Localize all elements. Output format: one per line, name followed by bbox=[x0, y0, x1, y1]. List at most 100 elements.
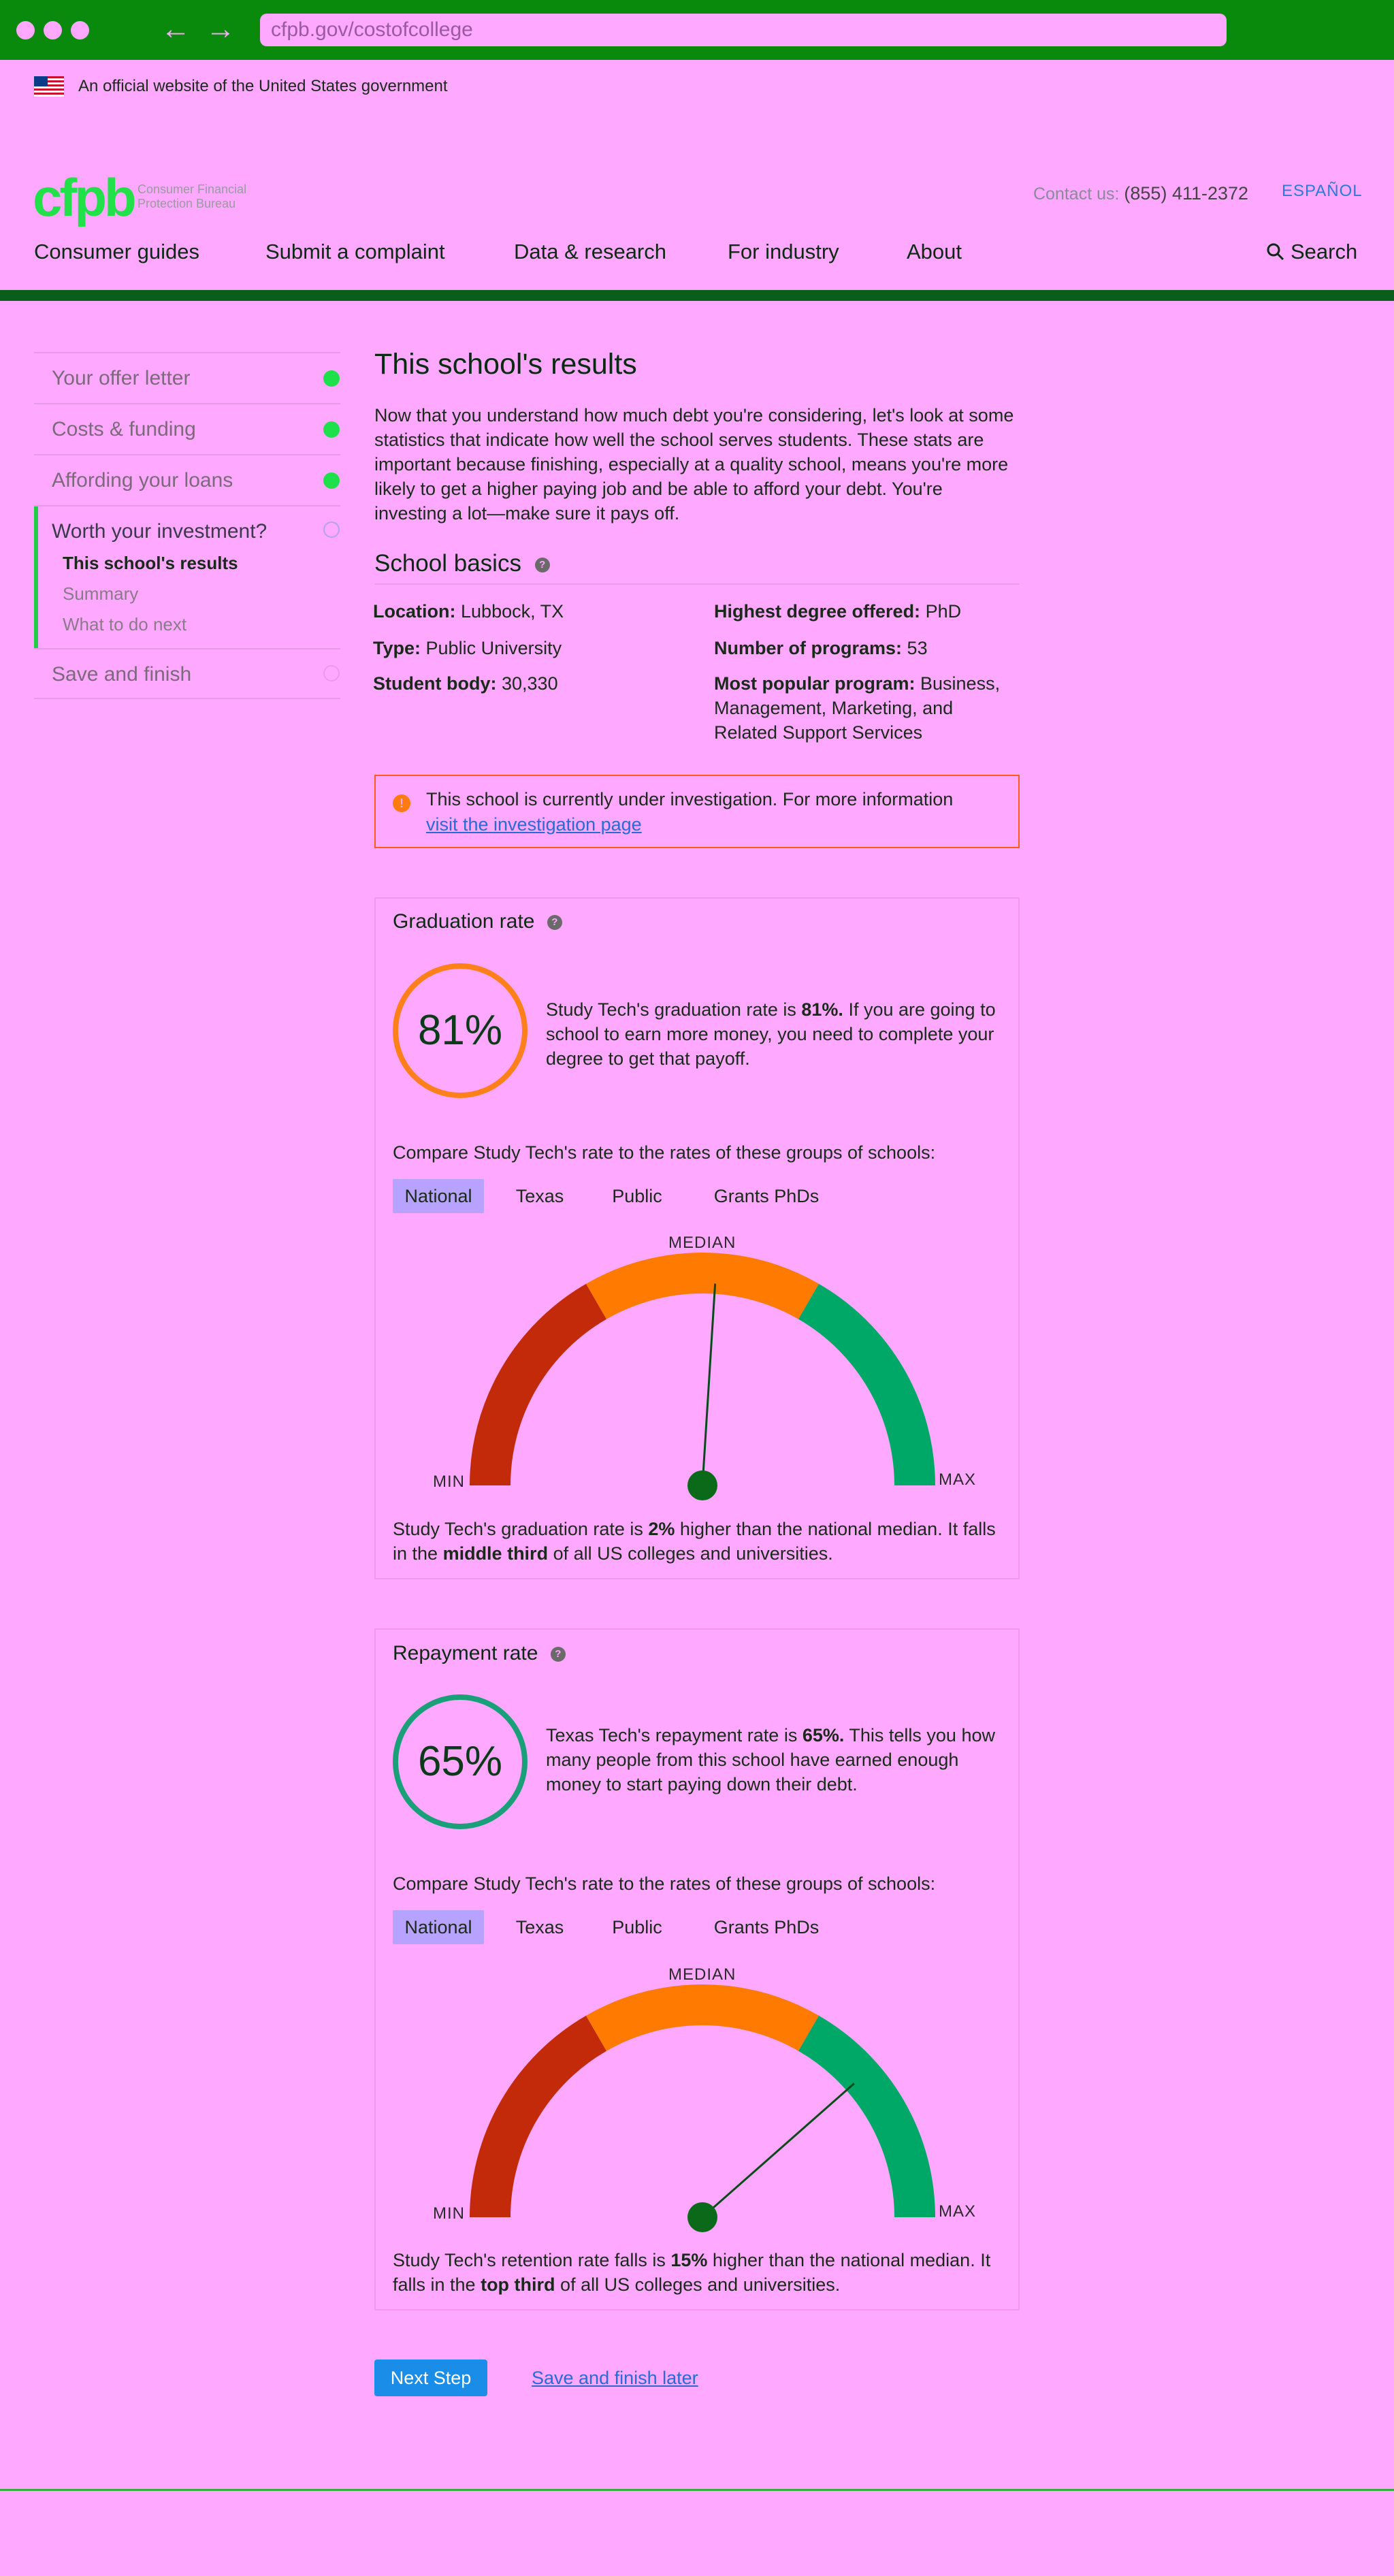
help-icon[interactable]: ? bbox=[534, 557, 550, 573]
tab-public[interactable]: Public bbox=[612, 1186, 662, 1206]
school-basics-label: School basics bbox=[374, 550, 521, 577]
page-title: This school's results bbox=[374, 348, 637, 381]
nav-data-research[interactable]: Data & research bbox=[514, 240, 666, 263]
basics-programs: Number of programs: 53 bbox=[714, 636, 928, 660]
gauge-low-segment bbox=[470, 2015, 607, 2218]
nav-for-industry[interactable]: For industry bbox=[728, 240, 839, 263]
repayment-summary: Study Tech's retention rate falls is 15%… bbox=[393, 2248, 1012, 2297]
basics-type: Type: Public University bbox=[373, 636, 562, 660]
alert-text: This school is currently under investiga… bbox=[426, 789, 954, 809]
sidebar-divider bbox=[34, 403, 340, 404]
repayment-gauge bbox=[470, 1984, 935, 2232]
type-label: Type: bbox=[373, 638, 421, 658]
type-value: Public University bbox=[425, 638, 562, 658]
gauge-high-segment bbox=[798, 2015, 935, 2218]
desc-text: This tells you how many people from this… bbox=[546, 1725, 995, 1794]
repayment-description: Texas Tech's repayment rate is 65%. This… bbox=[546, 1723, 1009, 1797]
degree-label: Highest degree offered: bbox=[714, 601, 921, 622]
tab-national[interactable]: National bbox=[393, 1179, 484, 1213]
tab-grants-phds[interactable]: Grants PhDs bbox=[713, 1186, 820, 1206]
investigation-link[interactable]: visit the investigation page bbox=[426, 814, 642, 835]
contact-label: Contact us: bbox=[1033, 184, 1120, 204]
graduation-gauge bbox=[470, 1253, 935, 1500]
gauge-needle-pivot bbox=[687, 2202, 717, 2232]
sidebar-current-indicator bbox=[34, 506, 38, 648]
save-finish-later-link[interactable]: Save and finish later bbox=[532, 2368, 698, 2388]
footer-divider bbox=[0, 2489, 1394, 2491]
sidebar-subitem-what-next[interactable]: What to do next bbox=[63, 614, 187, 634]
tab-texas[interactable]: Texas bbox=[515, 1186, 564, 1206]
popular-label: Most popular program: bbox=[714, 673, 915, 694]
contact-phone[interactable]: (855) 411-2372 bbox=[1124, 183, 1249, 204]
gauge-needle bbox=[701, 1283, 717, 1486]
logo-subtitle: Consumer Financial Protection Bureau bbox=[137, 182, 246, 211]
cfpb-logo[interactable]: cfpb bbox=[33, 167, 137, 227]
sidebar-divider bbox=[34, 454, 340, 455]
programs-value: 53 bbox=[907, 638, 928, 658]
summary-value: top third bbox=[481, 2274, 555, 2295]
gauge-needle-pivot bbox=[687, 1470, 717, 1500]
degree-value: PhD bbox=[925, 601, 962, 622]
gauge-max-label: MAX bbox=[939, 2202, 977, 2221]
summary-text: of all US colleges and universities. bbox=[555, 2274, 841, 2295]
investigation-alert: ! This school is currently under investi… bbox=[374, 775, 1020, 848]
sidebar-item-worth-investment[interactable]: Worth your investment? bbox=[52, 520, 268, 543]
desc-value: 81%. bbox=[801, 999, 843, 1020]
arrow-right-icon[interactable]: → bbox=[206, 12, 236, 46]
repayment-rate-card bbox=[374, 1628, 1020, 2311]
gauge-median-label: MEDIAN bbox=[668, 1965, 736, 1984]
graduation-compare-text: Compare Study Tech's rate to the rates o… bbox=[393, 1142, 936, 1163]
gauge-min-label: MIN bbox=[433, 2204, 465, 2223]
sidebar-divider bbox=[34, 352, 340, 353]
nav-submit-complaint[interactable]: Submit a complaint bbox=[265, 240, 445, 263]
tab-public[interactable]: Public bbox=[612, 1917, 662, 1937]
graduation-description: Study Tech's graduation rate is 81%. If … bbox=[546, 997, 1009, 1071]
incomplete-circle-icon bbox=[323, 665, 340, 681]
sidebar-item-costs-funding[interactable]: Costs & funding bbox=[52, 418, 196, 440]
summary-text: Study Tech's retention rate falls is bbox=[393, 2250, 671, 2270]
sidebar-subitem-summary[interactable]: Summary bbox=[63, 583, 139, 604]
complete-dot-icon bbox=[323, 421, 340, 438]
tab-national[interactable]: National bbox=[393, 1910, 484, 1944]
search-label: Search bbox=[1291, 240, 1358, 263]
basics-popular-program: Most popular program: Business, Manageme… bbox=[714, 671, 1014, 745]
browser-chrome: ← → cfpb.gov/costofcollege bbox=[0, 0, 1394, 60]
header-divider bbox=[0, 290, 1394, 301]
summary-text: higher than the national median. It fall… bbox=[393, 2250, 991, 2295]
help-icon[interactable]: ? bbox=[550, 1647, 566, 1662]
programs-label: Number of programs: bbox=[714, 638, 903, 658]
nav-about[interactable]: About bbox=[907, 240, 962, 263]
complete-dot-icon bbox=[323, 370, 340, 387]
gauge-mid-segment bbox=[586, 1253, 819, 1319]
gauge-min-label: MIN bbox=[433, 1472, 465, 1491]
help-icon[interactable]: ? bbox=[547, 915, 562, 931]
logo-subtitle-line: Protection Bureau bbox=[137, 197, 236, 210]
nav-consumer-guides[interactable]: Consumer guides bbox=[34, 240, 199, 263]
window-minimize-dot[interactable] bbox=[44, 21, 62, 39]
tab-texas[interactable]: Texas bbox=[515, 1917, 564, 1937]
graduation-rate-ring: 81% bbox=[393, 963, 528, 1098]
sidebar-subitem-school-results[interactable]: This school's results bbox=[63, 553, 238, 573]
desc-value: 65%. bbox=[802, 1725, 845, 1745]
section-divider bbox=[374, 583, 1020, 585]
window-close-dot[interactable] bbox=[16, 21, 35, 39]
popular-value: Business, Management, Marketing, and Rel… bbox=[714, 673, 1001, 743]
search-button[interactable]: Search bbox=[1266, 238, 1357, 265]
location-value: Lubbock, TX bbox=[461, 601, 564, 622]
sidebar-item-affording-loans[interactable]: Affording your loans bbox=[52, 469, 233, 492]
gov-banner-text: An official website of the United States… bbox=[78, 77, 448, 95]
sidebar-item-save-finish[interactable]: Save and finish bbox=[52, 663, 192, 686]
window-maximize-dot[interactable] bbox=[71, 21, 89, 39]
url-bar[interactable]: cfpb.gov/costofcollege bbox=[260, 14, 1227, 46]
sidebar-item-offer-letter[interactable]: Your offer letter bbox=[52, 367, 191, 389]
warning-icon: ! bbox=[393, 794, 410, 812]
graduation-summary: Study Tech's graduation rate is 2% highe… bbox=[393, 1517, 1012, 1566]
arrow-left-icon[interactable]: ← bbox=[161, 12, 191, 46]
sidebar-divider bbox=[34, 648, 340, 649]
espanol-link[interactable]: ESPAÑOL bbox=[1282, 182, 1363, 200]
sidebar-divider bbox=[34, 698, 340, 699]
gauge-median-label: MEDIAN bbox=[668, 1234, 736, 1252]
tab-grants-phds[interactable]: Grants PhDs bbox=[713, 1917, 820, 1937]
next-step-button[interactable]: Next Step bbox=[374, 2360, 487, 2396]
gauge-low-segment bbox=[470, 1283, 607, 1486]
